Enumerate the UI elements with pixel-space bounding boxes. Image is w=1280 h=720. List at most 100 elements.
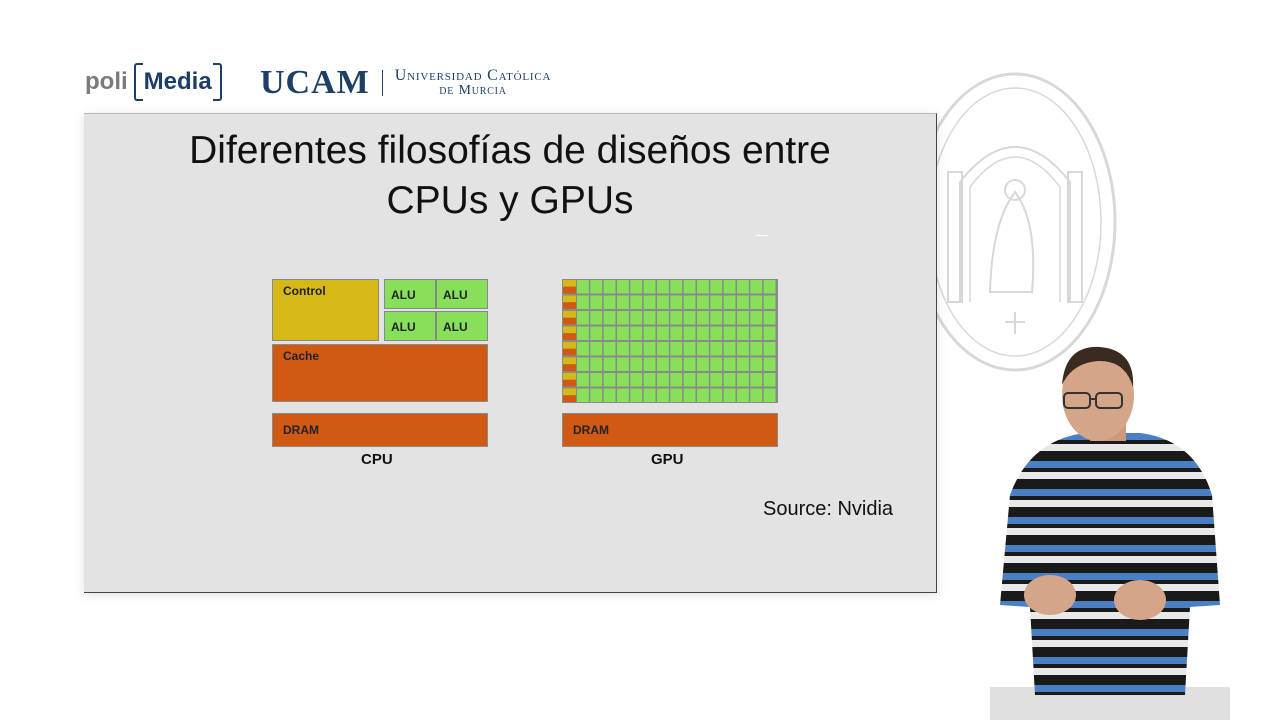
polimedia-prefix: poli (85, 68, 128, 95)
source-credit: Source: Nvidia (763, 498, 894, 520)
gpu-alu-cell (683, 357, 696, 371)
gpu-alu-cell (590, 373, 603, 387)
gpu-alu-cell (670, 373, 683, 387)
gpu-alu-cell (750, 326, 763, 340)
gpu-alu-cell (750, 357, 763, 371)
gpu-alu-cell (683, 311, 696, 325)
gpu-alu-cell (657, 342, 669, 356)
gpu-cache-cell (563, 317, 576, 325)
gpu-alu-cell (657, 280, 669, 294)
gpu-alu-cell (590, 342, 603, 356)
gpu-alu-cell (630, 357, 643, 371)
cpu-alu-label: ALU (443, 320, 468, 334)
gpu-alu-cell (763, 280, 776, 294)
gpu-alu-cell (710, 373, 723, 387)
gpu-alu-cell (577, 295, 589, 309)
cpu-alu-label: ALU (391, 320, 416, 334)
gpu-alu-cell (670, 295, 683, 309)
gpu-alu-cell (577, 342, 589, 356)
cpu-control-block: Control (272, 279, 379, 341)
gpu-alu-cell (630, 342, 643, 356)
ucam-full-name: Universidad Católica de Murcia (394, 67, 552, 99)
presenter-figure (990, 346, 1230, 720)
gpu-alu-cell (723, 342, 736, 356)
gpu-alu-cell (697, 357, 709, 371)
gpu-alu-cell (603, 280, 616, 294)
gpu-alu-cell (697, 373, 709, 387)
ucam-logo: UCAM Universidad Católica de Murcia (260, 64, 551, 102)
polimedia-name: Media (133, 63, 222, 101)
logo-separator (381, 70, 383, 96)
gpu-alu-cell (763, 311, 776, 325)
gpu-alu-cell (617, 295, 629, 309)
gpu-alu-cell (643, 342, 656, 356)
polimedia-logo: poli Media (85, 62, 222, 102)
gpu-alu-cell (630, 311, 643, 325)
cpu-dram-block: DRAM (272, 413, 488, 447)
gpu-alu-cell (710, 326, 723, 340)
slide-title-line1: Diferentes filosofías de diseños entre (189, 129, 831, 172)
gpu-alu-cell (683, 388, 696, 402)
gpu-dram-block: DRAM (562, 413, 778, 447)
gpu-alu-cell (577, 357, 589, 371)
gpu-alu-cell (617, 311, 629, 325)
gpu-alu-cell (657, 295, 669, 309)
gpu-alu-cell (590, 280, 603, 294)
gpu-alu-cell (630, 373, 643, 387)
gpu-alu-cell (737, 311, 749, 325)
gpu-alu-cell (643, 373, 656, 387)
ucam-name-line2: de Murcia (439, 83, 507, 98)
gpu-alu-cell (657, 388, 669, 402)
gpu-alu-cell (670, 311, 683, 325)
gpu-alu-cell (763, 357, 776, 371)
gpu-alu-cell (697, 280, 709, 294)
gpu-alu-cell (657, 357, 669, 371)
gpu-alu-cell (630, 295, 643, 309)
cpu-alu-label: ALU (443, 288, 468, 302)
gpu-alu-cell (710, 311, 723, 325)
gpu-control-cell (563, 280, 576, 287)
gpu-alu-cell (617, 357, 629, 371)
gpu-alu-cell (657, 311, 669, 325)
gpu-alu-cell (723, 326, 736, 340)
ucam-name-line1: Universidad Católica (394, 67, 552, 84)
gpu-alu-cell (697, 295, 709, 309)
gpu-alu-cell (723, 388, 736, 402)
gpu-alu-cell (697, 342, 709, 356)
gpu-alu-cell (763, 295, 776, 309)
gpu-alu-cell (630, 326, 643, 340)
gpu-alu-cell (577, 280, 589, 294)
gpu-alu-cell (577, 388, 589, 402)
gpu-alu-cell (603, 295, 616, 309)
gpu-alu-cell (670, 388, 683, 402)
gpu-alu-cell (723, 311, 736, 325)
decorative-dash (756, 235, 768, 236)
gpu-alu-cell (630, 388, 643, 402)
gpu-control-cell (563, 388, 576, 396)
cpu-cache-block: Cache (272, 344, 488, 402)
gpu-alu-cell (737, 388, 749, 402)
gpu-alu-cell (683, 342, 696, 356)
gpu-alu-cell (750, 373, 763, 387)
gpu-alu-cell (590, 388, 603, 402)
gpu-alu-cell (617, 280, 629, 294)
gpu-alu-cell (603, 311, 616, 325)
gpu-alu-cell (590, 295, 603, 309)
gpu-alu-cell (750, 388, 763, 402)
gpu-alu-cell (683, 280, 696, 294)
gpu-cache-cell (563, 379, 576, 387)
gpu-alu-cell (683, 373, 696, 387)
gpu-alu-cell (723, 357, 736, 371)
gpu-core-grid (562, 279, 778, 403)
gpu-alu-cell (723, 280, 736, 294)
gpu-cache-cell (563, 364, 576, 371)
gpu-alu-cell (643, 311, 656, 325)
slide-title-line2: CPUs y GPUs (386, 179, 634, 222)
gpu-alu-cell (723, 295, 736, 309)
gpu-control-cell (563, 295, 576, 303)
gpu-alu-cell (710, 388, 723, 402)
gpu-control-cell (563, 311, 576, 318)
cpu-alu-block: ALU (436, 311, 488, 341)
gpu-alu-cell (763, 342, 776, 356)
cpu-alu-block: ALU (436, 279, 488, 309)
